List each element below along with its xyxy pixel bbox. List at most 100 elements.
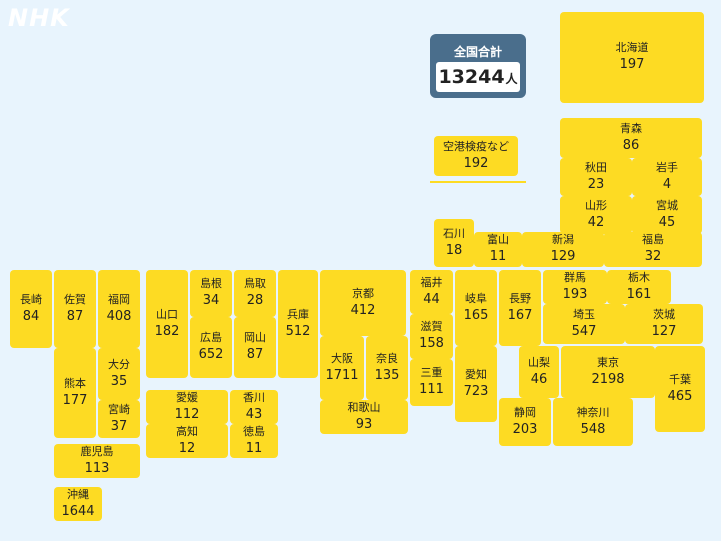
prefecture-tile[interactable]: 千葉 465 bbox=[655, 346, 705, 432]
prefecture-tile[interactable]: 茨城 127 bbox=[625, 304, 703, 344]
prefecture-name: 栃木 bbox=[628, 270, 650, 284]
prefecture-count: 45 bbox=[658, 214, 676, 230]
prefecture-name: 大分 bbox=[108, 357, 130, 371]
prefecture-tile[interactable]: 山口 182 bbox=[146, 270, 188, 378]
prefecture-name: 秋田 bbox=[585, 160, 607, 174]
prefecture-tile[interactable]: 静岡 203 bbox=[499, 398, 551, 446]
prefecture-name: 岩手 bbox=[656, 160, 678, 174]
prefecture-tile[interactable]: 富山 11 bbox=[474, 232, 522, 267]
prefecture-count: 161 bbox=[626, 286, 652, 302]
prefecture-tile[interactable]: 広島 652 bbox=[190, 317, 232, 378]
prefecture-tile[interactable]: 福島 32 bbox=[604, 232, 702, 267]
prefecture-name: 東京 bbox=[597, 355, 619, 369]
prefecture-tile[interactable]: 福岡 408 bbox=[98, 270, 140, 348]
prefecture-tile[interactable]: 山形 42 bbox=[560, 196, 632, 234]
prefecture-count: 203 bbox=[512, 421, 538, 437]
prefecture-count: 197 bbox=[619, 57, 645, 73]
prefecture-count: 32 bbox=[644, 249, 662, 265]
airport-quarantine-tile[interactable]: 空港検疫など 192 bbox=[434, 136, 518, 176]
prefecture-tile[interactable]: 鹿児島 113 bbox=[54, 444, 140, 478]
prefecture-tile[interactable]: 愛知 723 bbox=[455, 346, 497, 422]
prefecture-name: 和歌山 bbox=[347, 400, 381, 414]
prefecture-name: 広島 bbox=[200, 331, 222, 345]
prefecture-tile[interactable]: 鳥取 28 bbox=[234, 270, 276, 317]
prefecture-name: 香川 bbox=[243, 390, 265, 404]
prefecture-count: 4 bbox=[662, 176, 672, 192]
prefecture-count: 35 bbox=[110, 373, 128, 389]
prefecture-count: 84 bbox=[22, 308, 40, 324]
prefecture-tile[interactable]: 島根 34 bbox=[190, 270, 232, 317]
prefecture-tile[interactable]: 兵庫 512 bbox=[278, 270, 318, 378]
prefecture-name: 茨城 bbox=[653, 307, 675, 321]
prefecture-tile[interactable]: 山梨 46 bbox=[519, 346, 559, 398]
prefecture-tile[interactable]: 徳島 11 bbox=[230, 424, 278, 458]
prefecture-count: 408 bbox=[106, 308, 132, 324]
prefecture-tile[interactable]: 栃木 161 bbox=[607, 270, 671, 304]
prefecture-count: 158 bbox=[419, 336, 444, 352]
prefecture-tile[interactable]: 滋賀 158 bbox=[410, 314, 453, 359]
prefecture-name: 福島 bbox=[642, 233, 664, 247]
prefecture-tile[interactable]: 京都 412 bbox=[320, 270, 406, 336]
prefecture-tile[interactable]: 岐阜 165 bbox=[455, 270, 497, 346]
prefecture-count: 18 bbox=[445, 242, 463, 258]
prefecture-tile[interactable]: 長崎 84 bbox=[10, 270, 52, 348]
prefecture-tile[interactable]: 愛媛 112 bbox=[146, 390, 228, 424]
prefecture-name: 岡山 bbox=[244, 331, 266, 345]
prefecture-name: 宮崎 bbox=[108, 402, 130, 416]
prefecture-tile[interactable]: 奈良 135 bbox=[366, 336, 408, 400]
prefecture-tile[interactable]: 和歌山 93 bbox=[320, 400, 408, 434]
prefecture-tile[interactable]: 熊本 177 bbox=[54, 348, 96, 438]
prefecture-name: 神奈川 bbox=[576, 405, 610, 419]
nhk-logo: NHK bbox=[8, 4, 70, 32]
national-total-panel: 全国合計 13244 人 bbox=[430, 34, 526, 98]
prefecture-tile[interactable]: 長野 167 bbox=[499, 270, 541, 346]
prefecture-count: 135 bbox=[374, 367, 400, 383]
prefecture-count: 127 bbox=[651, 323, 677, 339]
prefecture-count: 113 bbox=[84, 460, 110, 476]
prefecture-tile[interactable]: 三重 111 bbox=[410, 359, 453, 406]
prefecture-tile[interactable]: 宮城 45 bbox=[632, 196, 702, 234]
prefecture-tile[interactable]: 宮崎 37 bbox=[98, 400, 140, 438]
prefecture-count: 652 bbox=[198, 347, 224, 363]
prefecture-count: 547 bbox=[571, 323, 597, 339]
prefecture-name: 静岡 bbox=[514, 405, 536, 419]
prefecture-tile[interactable]: 秋田 23 bbox=[560, 158, 632, 196]
airport-quarantine-count: 192 bbox=[463, 155, 489, 171]
prefecture-tile[interactable]: 高知 12 bbox=[146, 424, 228, 458]
prefecture-count: 87 bbox=[66, 308, 84, 324]
prefecture-count: 723 bbox=[463, 383, 489, 399]
prefecture-name: 徳島 bbox=[243, 424, 265, 438]
prefecture-tile[interactable]: 新潟 129 bbox=[522, 232, 604, 267]
prefecture-tile[interactable]: 岩手 4 bbox=[632, 158, 702, 196]
prefecture-count: 412 bbox=[350, 302, 376, 318]
prefecture-tile[interactable]: 北海道 197 bbox=[560, 12, 704, 103]
prefecture-count: 87 bbox=[246, 347, 264, 363]
prefecture-count: 177 bbox=[62, 392, 88, 408]
prefecture-tile[interactable]: 群馬 193 bbox=[543, 270, 607, 304]
prefecture-tile[interactable]: 神奈川 548 bbox=[553, 398, 633, 446]
prefecture-name: 京都 bbox=[352, 286, 374, 300]
prefecture-tile[interactable]: 大分 35 bbox=[98, 348, 140, 400]
prefecture-tile[interactable]: 埼玉 547 bbox=[543, 304, 625, 344]
prefecture-tile[interactable]: 石川 18 bbox=[434, 219, 474, 267]
prefecture-tile[interactable]: 青森 86 bbox=[560, 118, 702, 158]
prefecture-count: 43 bbox=[245, 406, 263, 422]
prefecture-count: 34 bbox=[202, 293, 220, 309]
national-total-unit: 人 bbox=[505, 72, 518, 86]
prefecture-name: 長野 bbox=[509, 291, 531, 305]
airport-quarantine-name: 空港検疫など bbox=[443, 139, 509, 153]
prefecture-tile[interactable]: 大阪 1711 bbox=[320, 336, 364, 400]
prefecture-name: 愛媛 bbox=[176, 390, 198, 404]
prefecture-tile[interactable]: 岡山 87 bbox=[234, 317, 276, 378]
prefecture-tile[interactable]: 福井 44 bbox=[410, 270, 453, 314]
prefecture-tile[interactable]: 香川 43 bbox=[230, 390, 278, 424]
prefecture-name: 愛知 bbox=[465, 367, 487, 381]
prefecture-tile[interactable]: 東京 2198 bbox=[561, 346, 655, 398]
prefecture-count: 1644 bbox=[61, 503, 95, 519]
prefecture-name: 宮城 bbox=[656, 198, 678, 212]
prefecture-name: 埼玉 bbox=[573, 307, 595, 321]
prefecture-tile[interactable]: 沖縄 1644 bbox=[54, 487, 102, 521]
prefecture-count: 28 bbox=[246, 293, 264, 309]
prefecture-tile[interactable]: 佐賀 87 bbox=[54, 270, 96, 348]
prefecture-name: 長崎 bbox=[20, 292, 42, 306]
